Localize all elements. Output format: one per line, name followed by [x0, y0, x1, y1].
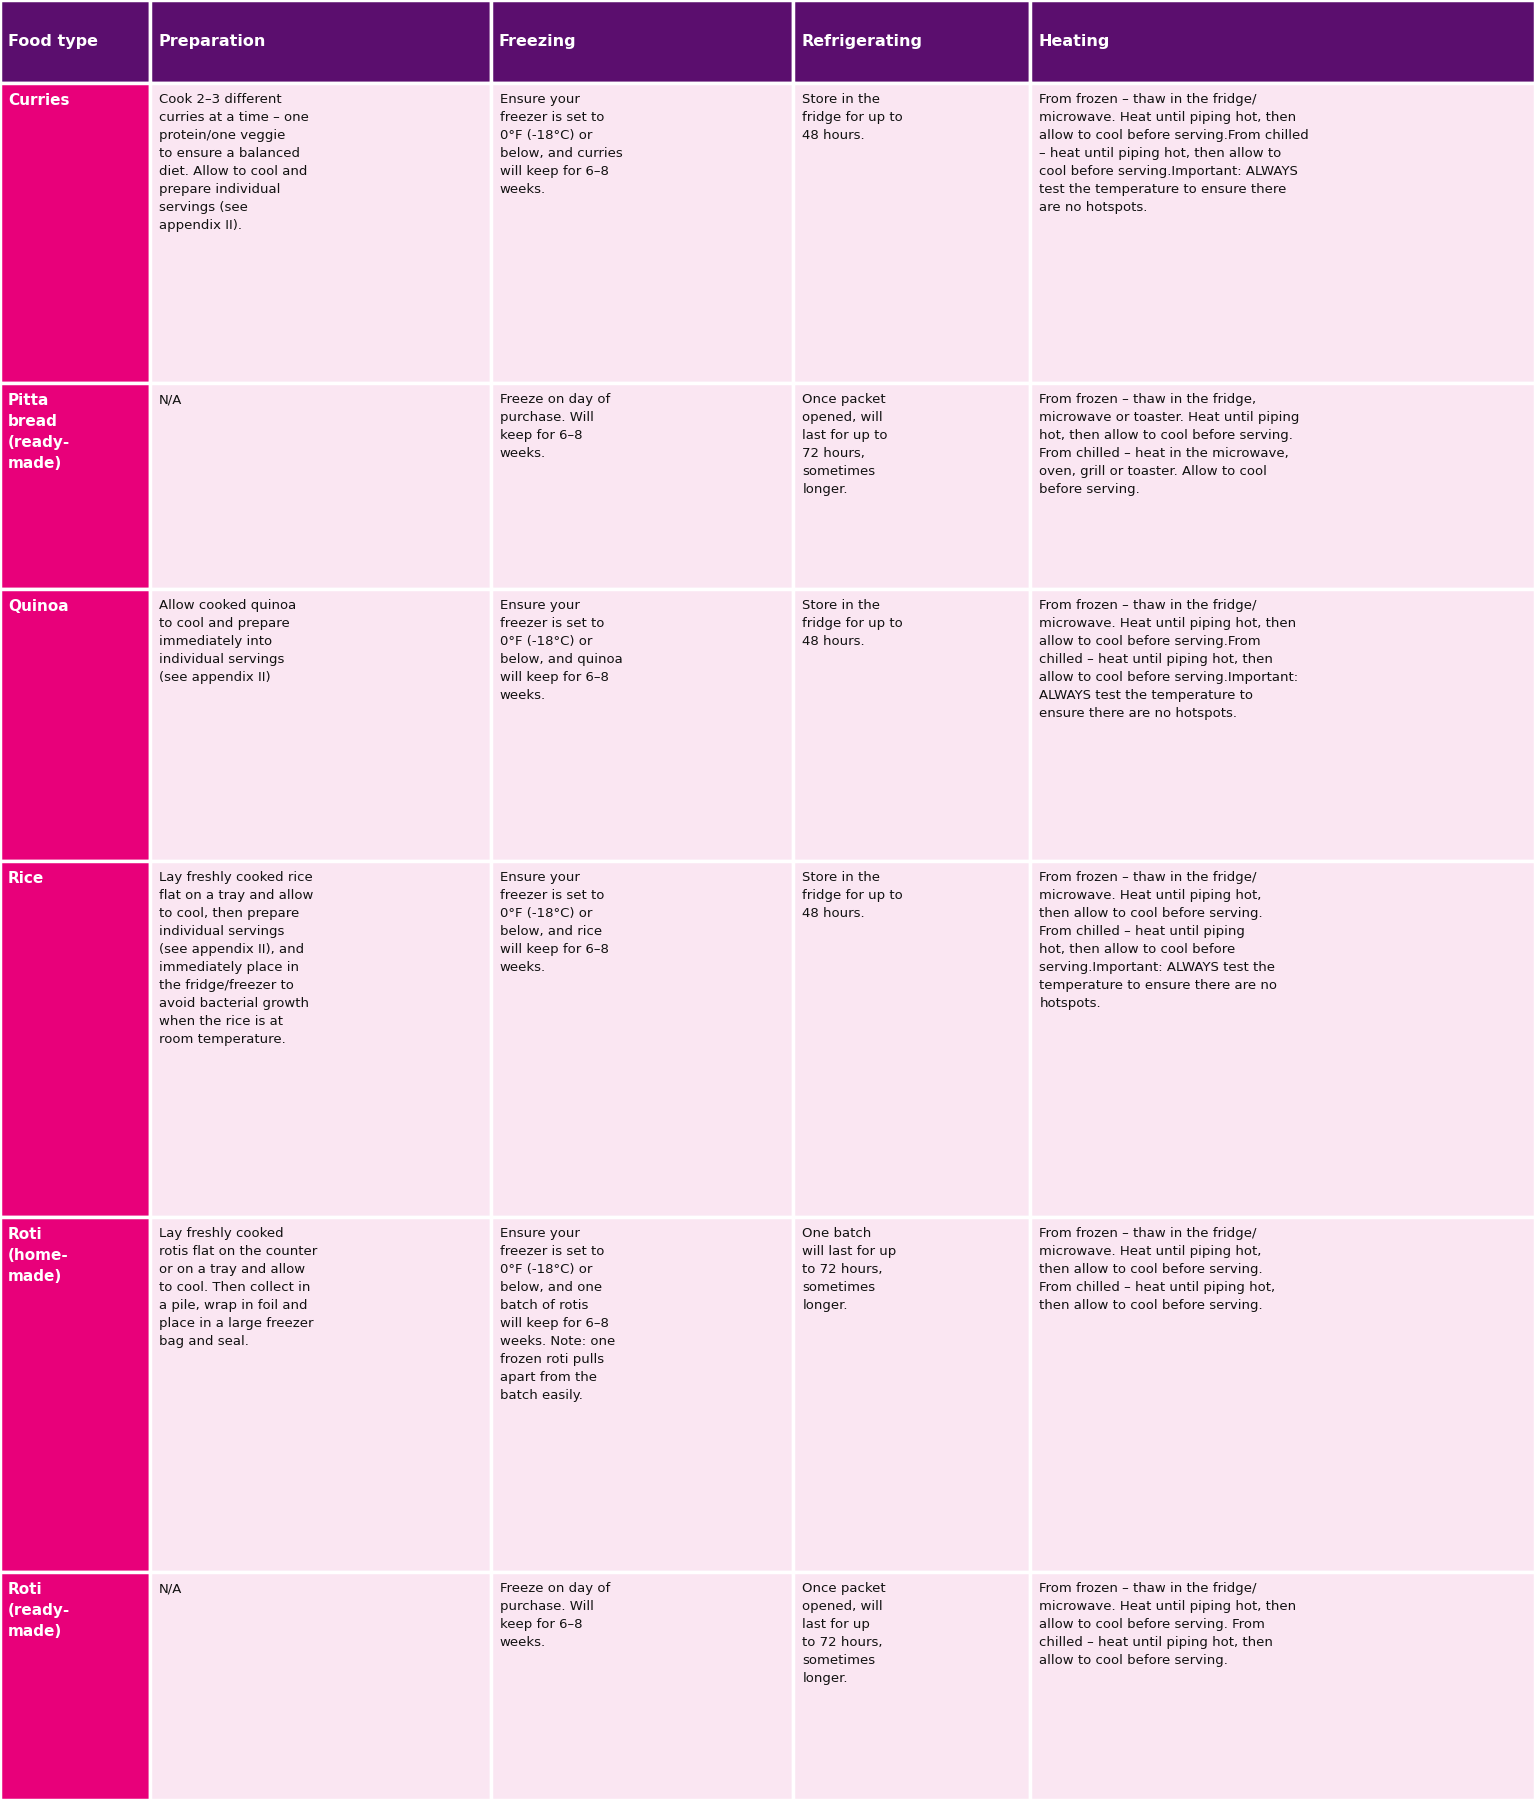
- Text: N/A: N/A: [160, 394, 183, 407]
- Bar: [794, 1571, 1030, 1800]
- Bar: [491, 589, 794, 860]
- Text: From frozen – thaw in the fridge/
microwave. Heat until piping hot,
then allow t: From frozen – thaw in the fridge/ microw…: [1039, 871, 1277, 1010]
- Bar: [150, 383, 491, 589]
- Text: Heating: Heating: [1038, 34, 1110, 49]
- Bar: [1030, 0, 1535, 83]
- Text: From frozen – thaw in the fridge/
microwave. Heat until piping hot, then
allow t: From frozen – thaw in the fridge/ microw…: [1039, 1582, 1297, 1667]
- Text: Ensure your
freezer is set to
0°F (-18°C) or
below, and curries
will keep for 6–: Ensure your freezer is set to 0°F (-18°C…: [499, 94, 622, 196]
- Text: Lay freshly cooked
rotis flat on the counter
or on a tray and allow
to cool. The: Lay freshly cooked rotis flat on the cou…: [160, 1226, 318, 1348]
- Bar: [0, 383, 150, 589]
- Text: Ensure your
freezer is set to
0°F (-18°C) or
below, and one
batch of rotis
will : Ensure your freezer is set to 0°F (-18°C…: [499, 1226, 616, 1402]
- Bar: [150, 0, 491, 83]
- Text: Rice: Rice: [8, 871, 45, 886]
- Text: Pitta
bread
(ready-
made): Pitta bread (ready- made): [8, 394, 71, 472]
- Text: From frozen – thaw in the fridge/
microwave. Heat until piping hot, then
allow t: From frozen – thaw in the fridge/ microw…: [1039, 599, 1299, 720]
- Bar: [0, 0, 150, 83]
- Bar: [150, 860, 491, 1217]
- Bar: [491, 1217, 794, 1571]
- Bar: [1030, 589, 1535, 860]
- Bar: [0, 83, 150, 383]
- Text: Quinoa: Quinoa: [8, 599, 69, 614]
- Text: Store in the
fridge for up to
48 hours.: Store in the fridge for up to 48 hours.: [803, 599, 903, 648]
- Bar: [794, 0, 1030, 83]
- Bar: [1030, 860, 1535, 1217]
- Text: Once packet
opened, will
last for up to
72 hours,
sometimes
longer.: Once packet opened, will last for up to …: [803, 394, 887, 497]
- Bar: [150, 589, 491, 860]
- Text: From frozen – thaw in the fridge/
microwave. Heat until piping hot,
then allow t: From frozen – thaw in the fridge/ microw…: [1039, 1226, 1276, 1312]
- Bar: [150, 1217, 491, 1571]
- Bar: [1030, 1571, 1535, 1800]
- Text: Preparation: Preparation: [158, 34, 266, 49]
- Bar: [491, 860, 794, 1217]
- Bar: [0, 1571, 150, 1800]
- Bar: [0, 589, 150, 860]
- Bar: [794, 83, 1030, 383]
- Bar: [794, 589, 1030, 860]
- Bar: [794, 383, 1030, 589]
- Text: From frozen – thaw in the fridge,
microwave or toaster. Heat until piping
hot, t: From frozen – thaw in the fridge, microw…: [1039, 394, 1300, 497]
- Text: Roti
(ready-
made): Roti (ready- made): [8, 1582, 71, 1640]
- Bar: [150, 83, 491, 383]
- Text: Food type: Food type: [8, 34, 98, 49]
- Text: Freeze on day of
purchase. Will
keep for 6–8
weeks.: Freeze on day of purchase. Will keep for…: [499, 394, 609, 461]
- Text: N/A: N/A: [160, 1582, 183, 1595]
- Text: Once packet
opened, will
last for up
to 72 hours,
sometimes
longer.: Once packet opened, will last for up to …: [803, 1582, 886, 1685]
- Text: Store in the
fridge for up to
48 hours.: Store in the fridge for up to 48 hours.: [803, 94, 903, 142]
- Bar: [1030, 1217, 1535, 1571]
- Bar: [794, 1217, 1030, 1571]
- Text: Refrigerating: Refrigerating: [801, 34, 923, 49]
- Bar: [491, 83, 794, 383]
- Text: One batch
will last for up
to 72 hours,
sometimes
longer.: One batch will last for up to 72 hours, …: [803, 1226, 896, 1312]
- Text: Curries: Curries: [8, 94, 69, 108]
- Text: Ensure your
freezer is set to
0°F (-18°C) or
below, and rice
will keep for 6–8
w: Ensure your freezer is set to 0°F (-18°C…: [499, 871, 608, 974]
- Bar: [1030, 83, 1535, 383]
- Bar: [491, 0, 794, 83]
- Text: Store in the
fridge for up to
48 hours.: Store in the fridge for up to 48 hours.: [803, 871, 903, 920]
- Text: Freeze on day of
purchase. Will
keep for 6–8
weeks.: Freeze on day of purchase. Will keep for…: [499, 1582, 609, 1649]
- Bar: [0, 1217, 150, 1571]
- Bar: [491, 383, 794, 589]
- Text: Allow cooked quinoa
to cool and prepare
immediately into
individual servings
(se: Allow cooked quinoa to cool and prepare …: [160, 599, 296, 684]
- Text: From frozen – thaw in the fridge/
microwave. Heat until piping hot, then
allow t: From frozen – thaw in the fridge/ microw…: [1039, 94, 1309, 214]
- Bar: [0, 860, 150, 1217]
- Text: Roti
(home-
made): Roti (home- made): [8, 1226, 69, 1283]
- Text: Freezing: Freezing: [499, 34, 576, 49]
- Text: Cook 2–3 different
curries at a time – one
protein/one veggie
to ensure a balanc: Cook 2–3 different curries at a time – o…: [160, 94, 309, 232]
- Bar: [491, 1571, 794, 1800]
- Bar: [794, 860, 1030, 1217]
- Text: Ensure your
freezer is set to
0°F (-18°C) or
below, and quinoa
will keep for 6–8: Ensure your freezer is set to 0°F (-18°C…: [499, 599, 622, 702]
- Text: Lay freshly cooked rice
flat on a tray and allow
to cool, then prepare
individua: Lay freshly cooked rice flat on a tray a…: [160, 871, 313, 1046]
- Bar: [150, 1571, 491, 1800]
- Bar: [1030, 383, 1535, 589]
